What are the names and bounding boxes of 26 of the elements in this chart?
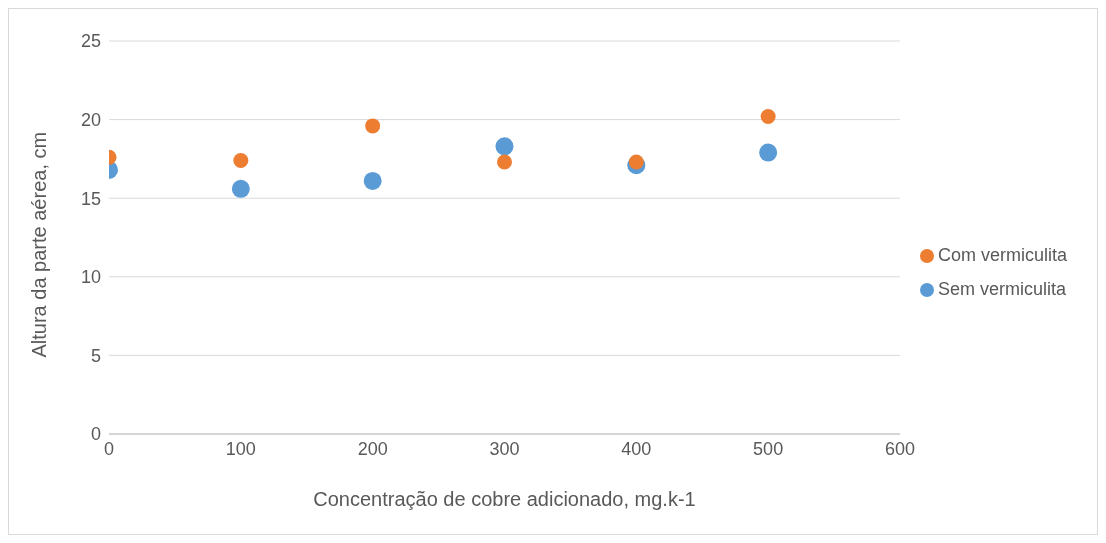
- y-tick-label: 0: [90, 424, 101, 445]
- x-tick-label: 200: [357, 438, 388, 459]
- y-tick-label: 25: [80, 31, 101, 52]
- point: [363, 171, 382, 190]
- point: [759, 143, 778, 162]
- point: [496, 154, 512, 170]
- y-tick-label: 10: [80, 267, 101, 288]
- x-tick-label: 600: [884, 438, 915, 459]
- point: [495, 137, 514, 156]
- y-tick-label: 15: [80, 188, 101, 209]
- point: [231, 179, 250, 198]
- legend-label: Com vermiculita: [937, 244, 1067, 265]
- point: [628, 154, 644, 170]
- y-tick-label: 20: [80, 109, 101, 130]
- legend-label: Sem vermiculita: [937, 278, 1066, 299]
- x-tick-label: 400: [621, 438, 652, 459]
- y-axis-title: Altura da parte aérea, cm: [28, 131, 51, 358]
- x-tick-label: 500: [753, 438, 784, 459]
- point: [760, 108, 776, 124]
- x-tick-label: 300: [489, 438, 520, 459]
- point: [233, 152, 249, 168]
- x-tick-label: 0: [103, 438, 115, 459]
- x-tick-label: 100: [225, 438, 256, 459]
- point: [365, 118, 381, 134]
- y-tick-label: 5: [90, 345, 101, 366]
- x-axis-title: Concentração de cobre adicionado, mg.k-1: [313, 488, 696, 510]
